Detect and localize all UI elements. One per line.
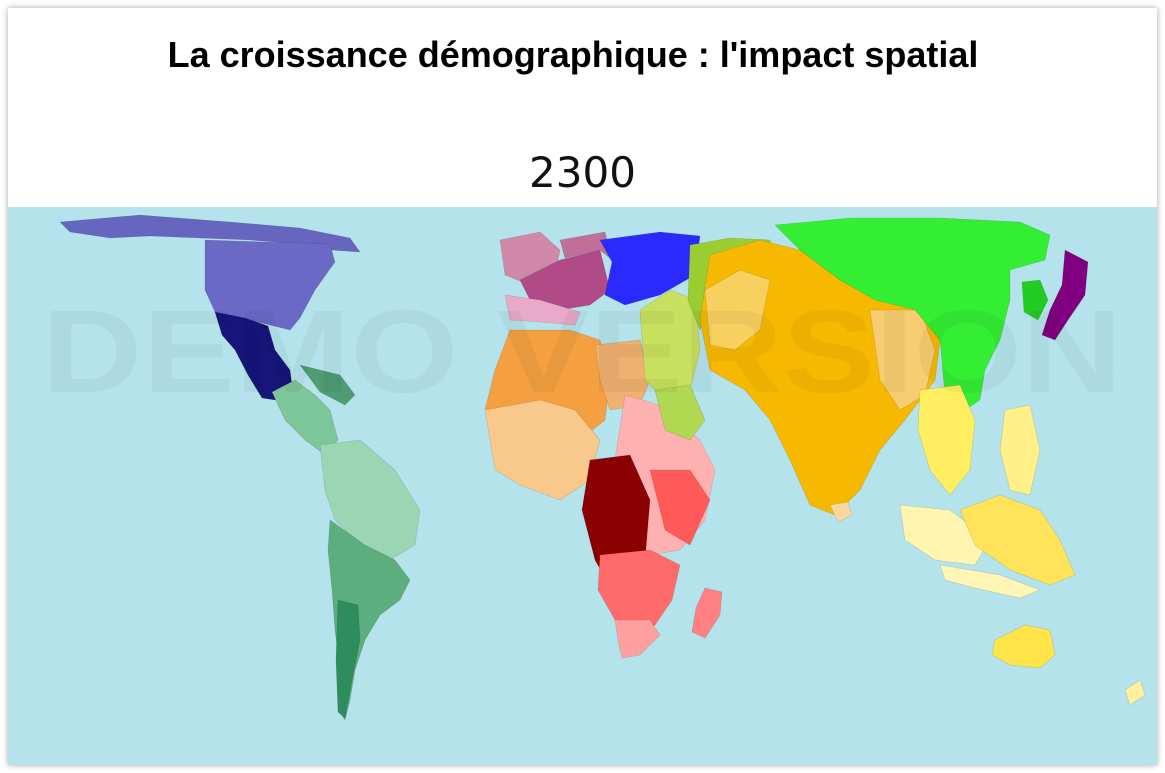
south-america-south xyxy=(335,599,361,719)
central-america xyxy=(271,379,339,456)
malaysia xyxy=(899,504,991,566)
europe-south xyxy=(504,294,581,326)
cartogram-map: DEMO VERSION xyxy=(8,207,1157,765)
sri-lanka xyxy=(829,501,853,523)
south-africa xyxy=(614,619,661,659)
europe-east xyxy=(559,231,613,261)
south-america-north xyxy=(319,439,421,561)
philippines xyxy=(999,404,1041,496)
arabia xyxy=(654,384,706,441)
pakistan xyxy=(704,269,771,351)
watermark: DEMO VERSION xyxy=(42,286,1122,418)
map-card: La croissance démographique : l'impact s… xyxy=(8,8,1157,765)
new-zealand xyxy=(1124,679,1146,706)
indonesia-east xyxy=(939,564,1041,599)
indochina xyxy=(917,384,976,496)
russia-west xyxy=(599,231,701,306)
southern-africa xyxy=(597,549,681,641)
year-label: 2300 xyxy=(529,148,636,197)
north-america xyxy=(204,239,336,331)
japan xyxy=(1041,249,1089,341)
madagascar xyxy=(691,587,723,639)
middle-east xyxy=(639,289,701,401)
korea xyxy=(1021,279,1049,321)
caribbean xyxy=(299,364,356,406)
indonesia xyxy=(959,494,1076,586)
australia xyxy=(991,624,1056,669)
horn-of-africa xyxy=(649,469,711,546)
china xyxy=(774,217,1051,411)
title: La croissance démographique : l'impact s… xyxy=(167,34,979,75)
